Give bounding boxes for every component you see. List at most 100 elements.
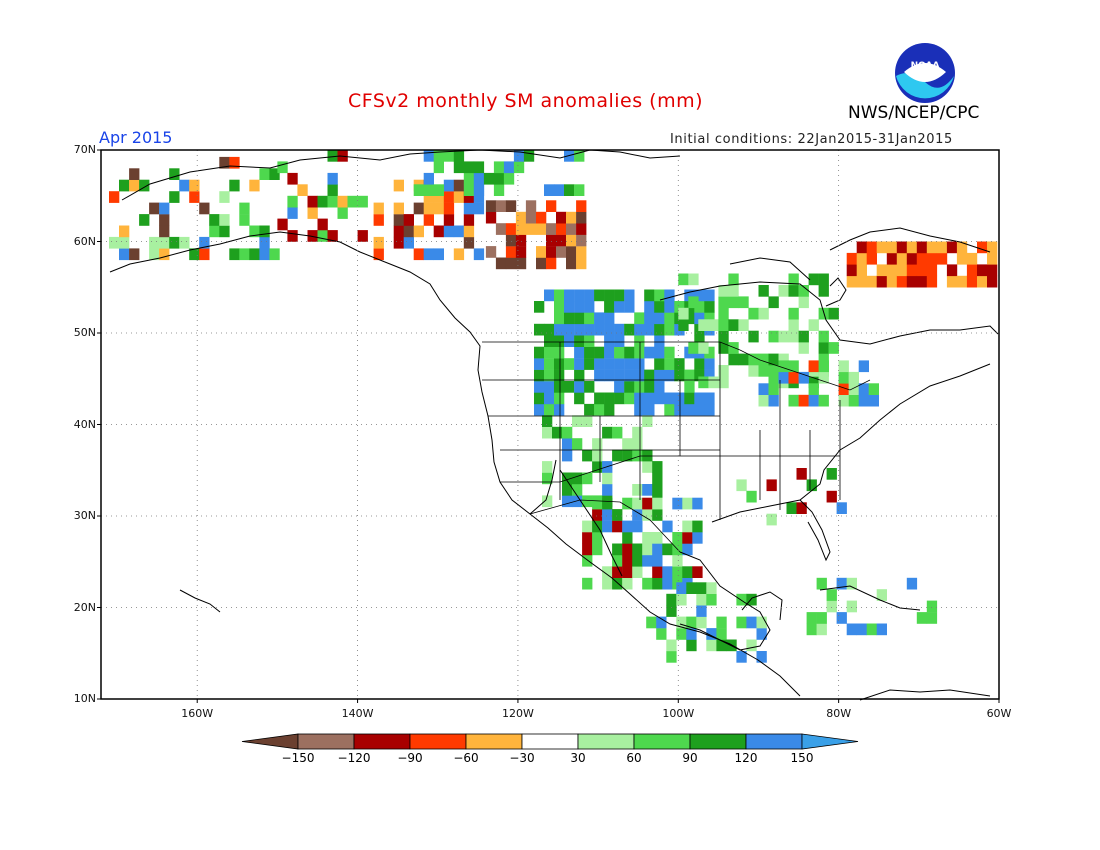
anomaly-cell — [622, 543, 633, 556]
anomaly-cell — [534, 358, 545, 370]
anomaly-cell — [896, 275, 908, 288]
anomaly-cell — [554, 346, 565, 359]
anomaly-cell — [473, 191, 485, 203]
anomaly-cell — [149, 236, 160, 249]
anomaly-cell — [239, 214, 250, 226]
anomaly-cell — [632, 520, 643, 533]
anomaly-cell — [592, 532, 603, 544]
anomaly-cell — [916, 275, 928, 288]
anomaly-cell — [594, 358, 605, 370]
anomaly-cell — [576, 246, 587, 258]
anomaly-cell — [554, 335, 565, 347]
anomaly-cell — [584, 289, 595, 302]
anomaly-cell — [696, 582, 707, 594]
anomaly-cell — [544, 335, 555, 347]
anomaly-cell — [906, 264, 918, 277]
anomaly-cell — [704, 312, 715, 325]
anomaly-cell — [337, 207, 348, 219]
anomaly-cell — [718, 285, 729, 297]
anomaly-cell — [738, 319, 749, 331]
anomaly-cell — [808, 273, 819, 286]
anomaly-cell — [393, 179, 404, 192]
anomaly-cell — [678, 319, 689, 331]
anomaly-cell — [634, 312, 645, 325]
anomaly-cell — [576, 257, 587, 270]
anomaly-cell — [694, 358, 705, 370]
anomaly-cell — [678, 273, 689, 286]
anomaly-cell — [706, 582, 717, 594]
anomaly-cell — [536, 211, 547, 224]
anomaly-cell — [594, 392, 605, 405]
anomaly-cell — [808, 376, 819, 389]
anomaly-cell — [716, 616, 727, 629]
anomaly-cell — [652, 543, 663, 556]
anomaly-cell — [906, 577, 918, 590]
anomaly-cell — [866, 241, 877, 254]
anomaly-cell — [534, 403, 545, 416]
anomaly-cell — [534, 392, 545, 405]
anomaly-cell — [652, 472, 663, 485]
anomaly-cell — [572, 484, 583, 496]
anomaly-cell — [654, 312, 665, 325]
anomaly-cell — [746, 490, 757, 503]
anomaly-cell — [556, 246, 567, 258]
anomaly-cell — [654, 301, 665, 313]
anomaly-cell — [592, 509, 603, 521]
anomaly-cell — [584, 323, 595, 336]
anomaly-cell — [652, 554, 663, 567]
anomaly-cell — [642, 449, 653, 462]
anomaly-cell — [159, 248, 170, 261]
anomaly-cell — [798, 296, 809, 309]
anomaly-cell — [622, 532, 633, 544]
anomaly-cell — [473, 184, 485, 196]
anomaly-cell — [189, 248, 200, 261]
colorbar-level-label: −60 — [453, 751, 479, 765]
anomaly-cell — [564, 312, 575, 325]
anomaly-cell — [495, 223, 507, 235]
anomaly-cell — [612, 577, 623, 590]
anomaly-cell — [544, 289, 555, 302]
anomaly-cell — [307, 230, 318, 242]
anomaly-cell — [604, 335, 615, 347]
anomaly-cell — [604, 301, 615, 313]
anomaly-cell — [229, 248, 240, 261]
anomaly-cell — [654, 381, 665, 393]
colorbar-level-label: 150 — [790, 751, 814, 765]
anomaly-cell — [612, 509, 623, 521]
anomaly-cell — [642, 554, 653, 567]
anomaly-cell — [554, 323, 565, 336]
anomaly-cell — [576, 200, 587, 212]
anomaly-cell — [337, 195, 348, 208]
anomaly-cell — [798, 330, 809, 343]
anomaly-cell — [536, 223, 547, 235]
anomaly-cell — [485, 200, 497, 212]
anomaly-cell — [373, 202, 384, 215]
anomaly-cell — [682, 497, 693, 510]
anomaly-cell — [856, 275, 867, 288]
latitude-label: 60N — [73, 234, 96, 248]
anomaly-cell — [602, 509, 613, 521]
anomaly-cell — [582, 520, 593, 533]
anomaly-cell — [656, 628, 667, 640]
anomaly-cell — [566, 234, 577, 247]
anomaly-cell — [926, 252, 938, 265]
anomaly-cell — [534, 369, 545, 382]
anomaly-cell — [906, 275, 918, 288]
anomaly-cell — [574, 381, 585, 393]
anomaly-cell — [572, 415, 583, 427]
anomaly-cell — [219, 225, 230, 238]
anomaly-cell — [672, 497, 683, 510]
anomaly-cell — [443, 214, 455, 226]
anomaly-cell — [129, 248, 140, 261]
anomaly-cell — [373, 248, 384, 261]
anomaly-cell — [433, 248, 444, 261]
anomaly-cell — [818, 394, 829, 407]
anomaly-cell — [624, 369, 635, 382]
anomaly-cell — [503, 172, 515, 185]
anomaly-cell — [718, 376, 729, 389]
anomaly-cell — [413, 225, 424, 238]
anomaly-cell — [546, 257, 557, 270]
anomaly-cell — [694, 392, 705, 405]
anomaly-cell — [634, 381, 645, 393]
anomaly-cell — [828, 342, 839, 354]
